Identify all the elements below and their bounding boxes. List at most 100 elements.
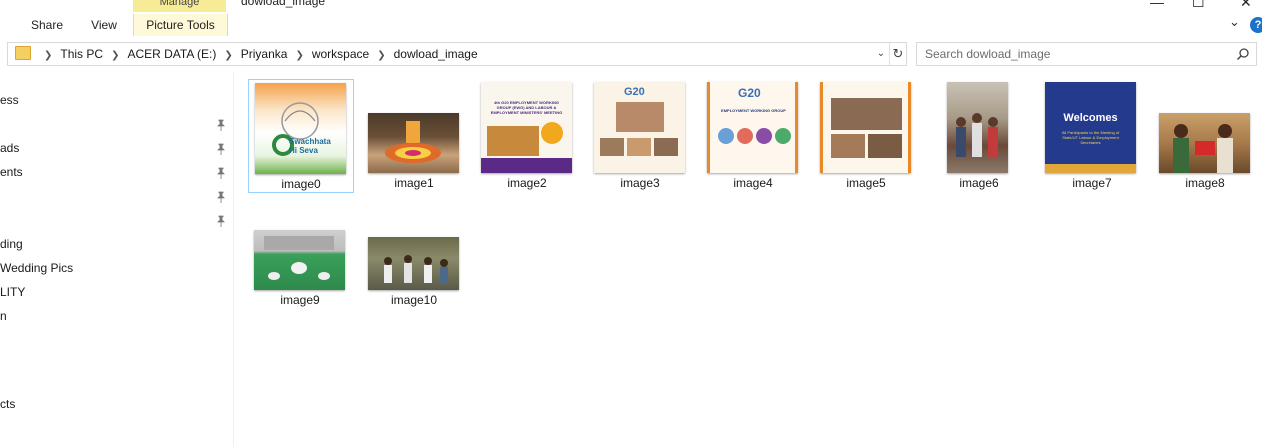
footer-band — [1045, 164, 1136, 173]
footer-band — [481, 158, 572, 173]
swachhata-graphic — [272, 102, 319, 156]
breadcrumb-workspace[interactable]: workspace — [311, 47, 370, 61]
file-name[interactable]: image1 — [394, 176, 434, 190]
window-title: dowload_image — [241, 0, 326, 8]
file-name[interactable]: image2 — [507, 176, 547, 190]
thumbnail-image — [947, 82, 1008, 173]
file-list: Swachhata Hi Seva image0 image1 4th G20 … — [234, 72, 1262, 447]
refresh-icon[interactable]: ↻ — [889, 43, 906, 65]
circle-4 — [775, 128, 791, 144]
main-photo — [831, 98, 902, 130]
chevron-right-icon[interactable]: ❯ — [377, 50, 386, 61]
pin-icon[interactable] — [216, 119, 226, 131]
nav-item-documents[interactable]: ents — [0, 165, 23, 179]
venue-photo — [487, 126, 539, 156]
photo-2 — [868, 134, 902, 158]
file-tile[interactable]: image8 — [1153, 79, 1257, 191]
file-tile[interactable]: G20 image3 — [588, 79, 692, 191]
tab-share[interactable]: Share — [30, 18, 64, 32]
file-tile[interactable]: image1 — [362, 79, 466, 191]
thumbnail-image: G20 EMPLOYMENT WORKING GROUP — [707, 82, 798, 173]
swachhata-text: Swachhata Hi Seva — [289, 137, 331, 155]
thumbnail-image — [820, 82, 911, 173]
file-tile[interactable]: image5 — [814, 79, 918, 191]
chevron-right-icon[interactable]: ❯ — [111, 50, 120, 61]
file-name[interactable]: image9 — [280, 293, 320, 307]
nav-item-lity[interactable]: LITY — [0, 285, 26, 299]
search-icon[interactable] — [1236, 47, 1250, 61]
pin-icon[interactable] — [216, 143, 226, 155]
close-button[interactable]: ✕ — [1240, 0, 1252, 10]
thumbnail-image: Welcomes All Participants to the Meeting… — [1045, 82, 1136, 173]
circle-1 — [718, 128, 734, 144]
file-tile[interactable]: image9 — [248, 196, 352, 308]
welcomes-heading: Welcomes — [1063, 112, 1118, 124]
pin-icon[interactable] — [216, 215, 226, 227]
thumbnail-image: G20 — [594, 82, 685, 173]
file-name[interactable]: image0 — [281, 177, 321, 191]
nav-item-wedding-pics[interactable]: Wedding Pics — [0, 261, 74, 275]
thumbnail-image: Swachhata Hi Seva — [255, 83, 346, 174]
badge-shape — [541, 122, 563, 144]
photo-3 — [654, 138, 678, 156]
file-name[interactable]: image10 — [390, 293, 438, 307]
nav-item-n[interactable]: n — [0, 309, 7, 323]
file-name[interactable]: image7 — [1072, 176, 1112, 190]
breadcrumb-priyanka[interactable]: Priyanka — [240, 47, 288, 61]
tab-view[interactable]: View — [91, 18, 117, 32]
ribbon-collapse-icon[interactable]: ⌄ — [1229, 14, 1240, 29]
maximize-button[interactable]: ☐ — [1192, 0, 1205, 10]
nav-item-wedding[interactable]: ding — [0, 237, 23, 251]
chevron-right-icon[interactable]: ❯ — [224, 50, 233, 61]
file-tile[interactable]: image6 — [927, 79, 1031, 191]
photo-1 — [831, 134, 865, 158]
nav-item-objects[interactable]: cts — [0, 397, 16, 411]
pin-icon[interactable] — [216, 191, 226, 203]
group-photo-graphic — [956, 113, 998, 157]
pin-icon[interactable] — [216, 167, 226, 179]
photo-2 — [627, 138, 651, 156]
navigation-pane: ess ads ents ding Wedding Pics LITY n ct… — [0, 72, 234, 447]
manage-context-tab[interactable]: Manage — [133, 0, 226, 12]
circle-2 — [737, 128, 753, 144]
g20-logo: G20 — [738, 86, 761, 100]
breadcrumb-this-pc[interactable]: This PC — [60, 47, 104, 61]
welcome-subtitle: All Participants to the Meeting of State… — [1061, 130, 1120, 145]
chevron-right-icon[interactable]: ❯ — [44, 50, 53, 61]
nav-item-quick-access[interactable]: ess — [0, 93, 19, 107]
file-name[interactable]: image5 — [846, 176, 886, 190]
thumbnail-image — [1159, 113, 1250, 173]
outdoor-group-graphic — [384, 255, 448, 283]
breadcrumb-dowload-image[interactable]: dowload_image — [393, 47, 478, 61]
tab-picture-tools[interactable]: Picture Tools — [133, 14, 228, 36]
search-input[interactable]: Search dowload_image — [916, 42, 1257, 66]
thumbnail-image — [368, 237, 459, 290]
search-placeholder: Search dowload_image — [925, 47, 1051, 61]
file-tile[interactable]: G20 EMPLOYMENT WORKING GROUP image4 — [701, 79, 805, 191]
file-name[interactable]: image6 — [959, 176, 999, 190]
file-name[interactable]: image4 — [733, 176, 773, 190]
nav-item-downloads[interactable]: ads — [0, 141, 20, 155]
file-tile[interactable]: image10 — [362, 196, 466, 308]
minimize-button[interactable]: — — [1150, 0, 1164, 10]
address-dropdown-icon[interactable]: ⌄ — [876, 48, 886, 59]
file-name[interactable]: image3 — [620, 176, 660, 190]
photo-1 — [600, 138, 624, 156]
folder-icon — [15, 46, 31, 60]
file-tile[interactable]: Swachhata Hi Seva image0 — [248, 79, 354, 193]
file-name[interactable]: image8 — [1185, 176, 1225, 190]
file-tile[interactable]: Welcomes All Participants to the Meeting… — [1040, 79, 1144, 191]
thumbnail-image — [368, 113, 459, 173]
ewg-title: EMPLOYMENT WORKING GROUP — [721, 108, 786, 113]
felicitation-graphic — [1173, 124, 1233, 173]
file-tile[interactable]: 4th G20 EMPLOYMENT WORKING GROUP (EWG) A… — [475, 79, 579, 191]
breadcrumb-acer-data[interactable]: ACER DATA (E:) — [127, 47, 217, 61]
circle-3 — [756, 128, 772, 144]
chevron-right-icon[interactable]: ❯ — [295, 50, 304, 61]
help-icon[interactable]: ? — [1250, 17, 1262, 33]
address-bar[interactable]: ❯ This PC ❯ ACER DATA (E:) ❯ Priyanka ❯ workspa… — [7, 42, 907, 66]
yoga-graphic — [264, 236, 334, 280]
meeting-title: 4th G20 EMPLOYMENT WORKING GROUP (EWG) A… — [490, 100, 563, 115]
thumbnail-image — [254, 230, 345, 290]
ribbon: Manage Share View Picture Tools dowload_… — [0, 0, 1262, 37]
